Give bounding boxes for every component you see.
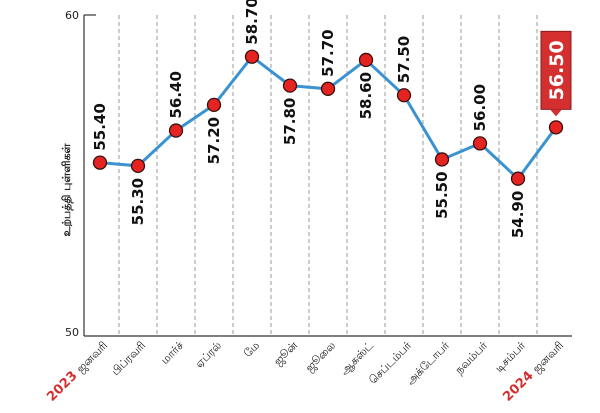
y-tick-label-top: 60 bbox=[65, 9, 79, 22]
data-point-11 bbox=[510, 171, 526, 186]
highlight-box bbox=[540, 30, 572, 110]
data-label-9: 55.50 bbox=[433, 171, 451, 218]
data-point-6 bbox=[320, 81, 336, 96]
category-month-7: ஆகஸ்ட் bbox=[338, 339, 377, 378]
category-label-11: டிசம்பர் bbox=[492, 339, 528, 375]
data-label-10: 56.00 bbox=[471, 84, 489, 131]
category-label-4: மே bbox=[241, 339, 262, 360]
data-label-11: 54.90 bbox=[509, 191, 527, 238]
highlight-callout: 56.50 bbox=[540, 30, 572, 117]
category-label-7: ஆகஸ்ட் bbox=[338, 339, 377, 378]
category-label-5: ஜூன் bbox=[271, 339, 301, 369]
x-category-labels: 2023 ஜனவரிபிப்ரவரி மார்ச் ஏப்ரல் மே ஜூன் ஜூலை… bbox=[44, 338, 567, 405]
data-label-2: 56.40 bbox=[167, 71, 185, 118]
data-point-1 bbox=[130, 158, 146, 174]
y-axis-label: உற்பத்தி புள்ளிகள் bbox=[60, 142, 74, 236]
category-month-5: ஜூன் bbox=[271, 339, 301, 369]
category-month-2: மார்ச் bbox=[158, 339, 186, 367]
category-label-1: பிப்ரவரி bbox=[109, 339, 148, 378]
data-markers bbox=[92, 49, 564, 186]
data-label-1: 55.30 bbox=[129, 178, 147, 225]
category-month-10: நவம்பர் bbox=[452, 339, 490, 377]
data-point-5 bbox=[282, 78, 298, 93]
highlight-value-label: 56.50 bbox=[546, 40, 568, 100]
data-label-7: 58.60 bbox=[357, 72, 375, 119]
y-axis: 60 50 உற்பத்தி புள்ளிகள் bbox=[60, 9, 572, 339]
category-month-3: ஏப்ரல் bbox=[193, 339, 225, 371]
data-label-0: 55.40 bbox=[91, 103, 109, 150]
data-point-3 bbox=[206, 97, 222, 113]
data-point-4 bbox=[244, 49, 260, 64]
category-month-4: மே bbox=[241, 339, 262, 360]
data-label-3: 57.20 bbox=[205, 117, 223, 164]
category-month-11: டிசம்பர் bbox=[492, 339, 528, 375]
data-label-5: 57.80 bbox=[281, 98, 299, 145]
vertical-gridlines bbox=[118, 15, 538, 336]
data-point-8 bbox=[396, 88, 412, 103]
y-tick-label-bottom: 50 bbox=[65, 326, 79, 339]
data-label-4: 58.70 bbox=[243, 0, 261, 45]
category-label-3: ஏப்ரல் bbox=[193, 339, 225, 371]
data-point-0 bbox=[92, 155, 108, 170]
data-point-12 bbox=[548, 120, 564, 135]
category-month-12: ஜனவரி bbox=[530, 339, 567, 376]
category-label-10: நவம்பர் bbox=[452, 339, 490, 377]
data-point-7 bbox=[358, 52, 374, 68]
category-month-0: ஜனவரி bbox=[74, 339, 111, 376]
highlight-pointer bbox=[550, 109, 562, 117]
data-point-2 bbox=[168, 123, 184, 138]
category-label-0: 2023 ஜனவரி bbox=[44, 338, 110, 404]
data-label-6: 57.70 bbox=[319, 29, 337, 76]
data-point-9 bbox=[434, 152, 450, 167]
category-month-1: பிப்ரவரி bbox=[109, 339, 148, 378]
data-label-8: 57.50 bbox=[395, 36, 413, 83]
category-month-6: ஜூலை bbox=[303, 339, 339, 375]
category-label-6: ஜூலை bbox=[303, 339, 339, 375]
data-labels: 55.40 55.30 56.40 57.20 58.70 57.80 57.70 58.60… bbox=[91, 0, 527, 238]
data-point-10 bbox=[472, 136, 488, 151]
category-label-2: மார்ச் bbox=[158, 339, 186, 367]
